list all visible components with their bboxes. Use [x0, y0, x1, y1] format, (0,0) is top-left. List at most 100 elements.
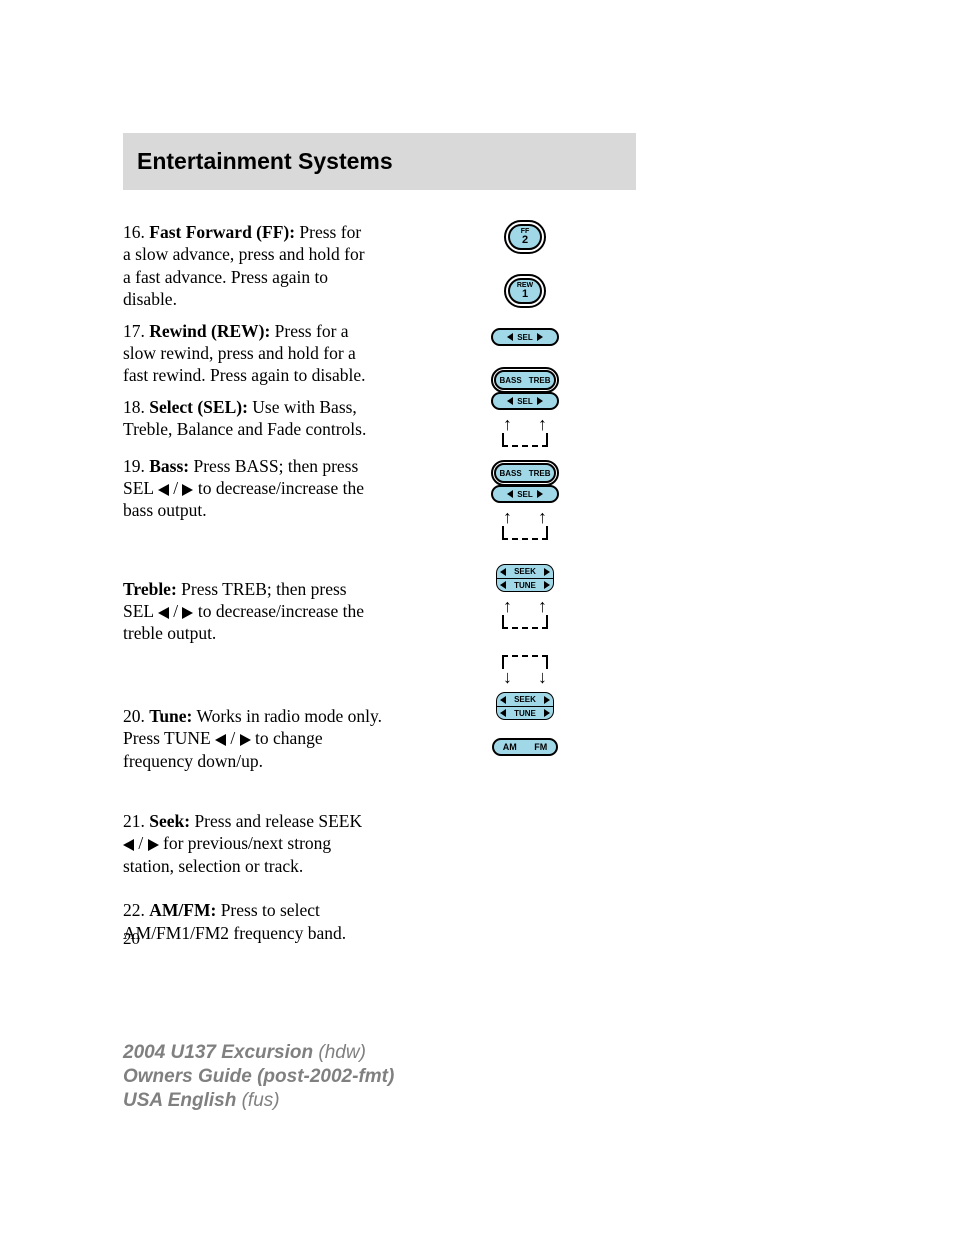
arrow-up-icon	[538, 596, 547, 617]
dashed-box-icon	[502, 526, 548, 540]
footer-text: Owners Guide (post-2002-fmt)	[123, 1066, 394, 1087]
item-20: 20. Tune: Works in radio mode only. Pres…	[123, 705, 383, 772]
item-label: Bass:	[149, 456, 189, 476]
seek-button-icon: SEEK	[496, 564, 554, 578]
triangle-right-icon	[544, 709, 550, 717]
item-label: Tune:	[149, 706, 192, 726]
item-label: Fast Forward (FF):	[149, 222, 295, 242]
ff-button-icon: FF 2	[508, 224, 542, 250]
triangle-left-icon	[507, 333, 513, 341]
button-label: SEL	[517, 397, 533, 406]
item-21: 21. Seek: Press and release SEEK / for p…	[123, 810, 373, 877]
button-label: BASS	[499, 376, 521, 385]
treble-illustration: BASS TREB SEL	[445, 463, 605, 540]
tune-illustration: SEEK TUNE	[445, 564, 605, 629]
item-number: 16.	[123, 222, 149, 242]
tune-button-icon: TUNE	[496, 706, 554, 720]
triangle-left-icon	[507, 397, 513, 405]
amfm-button-icon: AM FM	[492, 738, 558, 756]
item-text: Press and release SEEK	[190, 811, 362, 831]
triangle-left-icon	[158, 607, 169, 619]
button-label: TREB	[529, 469, 551, 478]
triangle-left-icon	[158, 484, 169, 496]
item-number: 20.	[123, 706, 149, 726]
arrow-down-icon	[503, 667, 512, 688]
arrow-up-icon	[503, 414, 512, 435]
triangle-right-icon	[148, 839, 159, 851]
item-17: 17. Rewind (REW): Press for a slow rewin…	[123, 320, 373, 387]
button-label: SEEK	[514, 695, 536, 704]
triangle-right-icon	[182, 484, 193, 496]
tune-button-icon: TUNE	[496, 578, 554, 592]
dashed-box-icon	[502, 433, 548, 447]
illustration-column: FF 2 REW 1 SEL BASS TREB SEL	[445, 218, 605, 764]
seek-button-icon: SEEK	[496, 692, 554, 706]
arrow-down-icon	[538, 667, 547, 688]
item-19: 19. Bass: Press BASS; then press SEL / t…	[123, 455, 373, 522]
section-header-bar: Entertainment Systems	[123, 133, 636, 190]
triangle-left-icon	[500, 709, 506, 717]
item-label: Seek:	[149, 811, 190, 831]
bass-treb-button-icon: BASS TREB	[494, 370, 556, 390]
item-number: 21.	[123, 811, 149, 831]
button-label: FM	[534, 742, 547, 752]
sel-button-icon: SEL	[491, 392, 559, 410]
triangle-right-icon	[182, 607, 193, 619]
triangle-left-icon	[500, 581, 506, 589]
item-label: Rewind (REW):	[149, 321, 270, 341]
button-label: TUNE	[514, 581, 536, 590]
button-label: SEL	[517, 333, 533, 342]
seek-illustration: SEEK TUNE	[445, 655, 605, 720]
amfm-button-illustration: AM FM	[445, 738, 605, 756]
button-label: SEEK	[514, 567, 536, 576]
button-label: 2	[522, 235, 528, 246]
button-label: TREB	[529, 376, 551, 385]
rew-button-illustration: REW 1	[445, 278, 605, 304]
triangle-right-icon	[544, 696, 550, 704]
item-18: 18. Select (SEL): Use with Bass, Treble,…	[123, 396, 373, 441]
triangle-left-icon	[500, 696, 506, 704]
section-title: Entertainment Systems	[137, 148, 393, 175]
footer-text: (fus)	[242, 1090, 280, 1111]
triangle-right-icon	[544, 581, 550, 589]
item-16: 16. Fast Forward (FF): Press for a slow …	[123, 221, 373, 311]
arrow-up-icon	[538, 507, 547, 528]
triangle-right-icon	[240, 734, 251, 746]
triangle-right-icon	[537, 490, 543, 498]
arrow-up-icon	[538, 414, 547, 435]
triangle-left-icon	[215, 734, 226, 746]
dashed-box-icon	[502, 615, 548, 629]
ff-button-illustration: FF 2	[445, 224, 605, 250]
sel-button-illustration: SEL	[445, 328, 605, 346]
triangle-right-icon	[537, 397, 543, 405]
button-label: AM	[503, 742, 517, 752]
footer-text: (hdw)	[318, 1042, 366, 1063]
bass-illustration: BASS TREB SEL	[445, 370, 605, 447]
item-label: AM/FM:	[149, 900, 216, 920]
triangle-right-icon	[537, 333, 543, 341]
item-number: 19.	[123, 456, 149, 476]
footer-block: 2004 U137 Excursion (hdw) Owners Guide (…	[123, 1041, 394, 1112]
button-label: BASS	[499, 469, 521, 478]
triangle-left-icon	[500, 568, 506, 576]
item-treble: Treble: Press TREB; then press SEL / to …	[123, 578, 373, 645]
item-number: 22.	[123, 900, 149, 920]
item-label: Treble:	[123, 579, 177, 599]
triangle-left-icon	[123, 839, 134, 851]
footer-text: 2004 U137 Excursion	[123, 1042, 318, 1063]
footer-text: USA English	[123, 1090, 242, 1111]
triangle-right-icon	[544, 568, 550, 576]
rew-button-icon: REW 1	[508, 278, 542, 304]
arrow-up-icon	[503, 507, 512, 528]
item-number: 18.	[123, 397, 149, 417]
button-label: TUNE	[514, 709, 536, 718]
item-label: Select (SEL):	[149, 397, 248, 417]
sel-button-icon: SEL	[491, 485, 559, 503]
button-label: SEL	[517, 490, 533, 499]
item-number: 17.	[123, 321, 149, 341]
page-number: 20	[123, 929, 140, 949]
button-label: 1	[522, 289, 528, 300]
bass-treb-button-icon: BASS TREB	[494, 463, 556, 483]
item-22: 22. AM/FM: Press to select AM/FM1/FM2 fr…	[123, 899, 373, 944]
triangle-left-icon	[507, 490, 513, 498]
